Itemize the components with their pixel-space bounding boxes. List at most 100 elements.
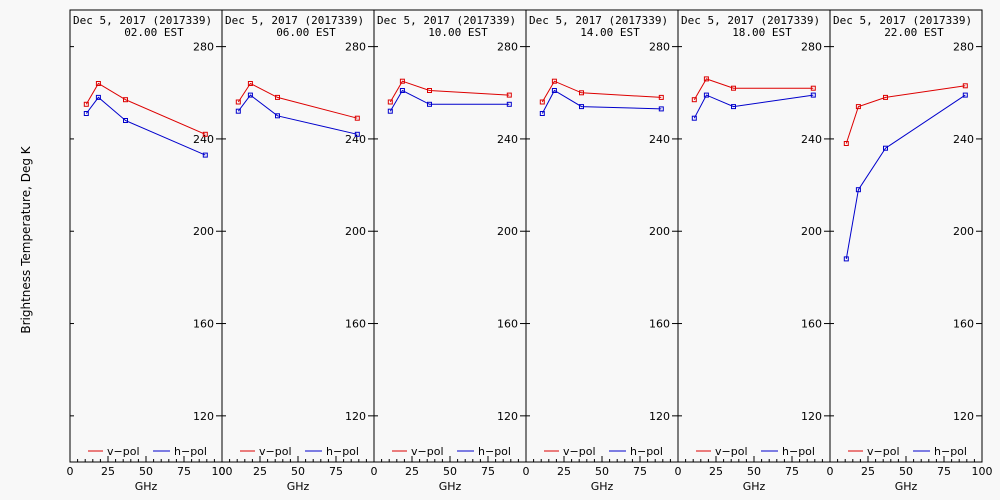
panel-4: Dec 5, 2017 (2017339)14.00 EST 120 160 200 2… [523,9,679,493]
y-tick-label: 120 [345,410,366,423]
x-tick-label: 75 [633,465,647,478]
v-pol-point [235,99,241,105]
x-axis-label: GHz [439,480,462,493]
y-tick-label: 120 [497,410,518,423]
h-pol-point [387,108,393,114]
y-tick-label: 120 [953,410,974,423]
v-pol-point [703,76,709,82]
x-tick-label: 0 [827,465,834,478]
h-pol-line [389,89,510,112]
h-pol-point [123,118,128,123]
h-pol-point [551,88,557,93]
x-tick-label: 50 [747,465,761,478]
panel-title: Dec 5, 2017 (2017339) [833,14,972,27]
panel-subtitle: 02.00 EST [124,26,184,39]
x-tick-label: 0 [523,465,530,478]
legend-v-label: v−pol [563,445,596,458]
h-pol-point [731,104,736,110]
panel-title: Dec 5, 2017 (2017339) [377,14,516,27]
y-tick-label: 120 [193,410,214,423]
x-tick-label: 100 [972,465,993,478]
x-tick-label: 0 [675,465,682,478]
h-pol-point [399,88,405,93]
y-tick-label: 200 [801,225,822,238]
y-tick-label: 240 [953,133,974,146]
x-tick-label: 25 [405,465,419,478]
x-tick-label: 50 [139,465,153,478]
legend-h-label: h−pol [478,445,511,458]
x-tick-label: 50 [291,465,305,478]
x-tick-label: 50 [595,465,609,478]
x-tick-label: 0 [219,465,226,478]
y-tick-label: 280 [345,41,366,54]
panel-subtitle: 18.00 EST [732,26,792,39]
y-tick-label: 120 [649,410,670,423]
y-tick-label: 240 [497,133,518,146]
v-pol-line [237,82,358,119]
v-pol-point [658,94,664,100]
y-tick-label: 120 [801,410,822,423]
h-pol-point [83,111,89,116]
h-pol-line [237,94,358,135]
v-pol-point [539,99,545,105]
y-tick-label: 160 [345,318,366,331]
y-tick-label: 240 [193,133,214,146]
x-tick-label: 100 [212,465,233,478]
panel-subtitle: 06.00 EST [276,26,336,39]
v-pol-point [506,92,512,98]
x-tick-label: 25 [709,465,723,478]
h-pol-point [427,101,432,107]
v-pol-line [845,85,966,144]
v-pol-point [691,97,697,103]
legend-v-label: v−pol [411,445,444,458]
x-tick-label: 75 [937,465,951,478]
x-axis-label: GHz [287,480,310,493]
x-tick-label: 0 [67,465,74,478]
legend-h-label: h−pol [934,445,967,458]
v-pol-line [85,82,206,135]
h-pol-point [247,92,253,98]
panel-title: Dec 5, 2017 (2017339) [529,14,668,27]
v-pol-line [389,80,510,103]
h-pol-point [883,145,888,151]
x-axis-label: GHz [743,480,766,493]
y-tick-label: 160 [953,318,974,331]
v-pol-point [275,94,280,100]
x-axis-label: GHz [591,480,614,493]
y-tick-label: 240 [801,133,822,146]
v-pol-point [551,78,557,84]
y-tick-label: 200 [345,225,366,238]
v-pol-line [541,80,662,103]
panel-title: Dec 5, 2017 (2017339) [73,14,212,27]
h-pol-point [95,94,101,100]
legend-v-label: v−pol [107,445,140,458]
x-tick-label: 0 [371,465,378,478]
h-pol-point [579,104,584,110]
panel-title: Dec 5, 2017 (2017339) [225,14,364,27]
h-pol-line [693,94,814,119]
h-pol-line [85,96,206,156]
h-pol-point [202,152,208,158]
v-pol-point [579,90,584,96]
legend-h-label: h−pol [174,445,207,458]
legend-v-label: v−pol [259,445,292,458]
legend-h-label: h−pol [326,445,359,458]
x-tick-label: 75 [329,465,343,478]
panel-2: Dec 5, 2017 (2017339)06.00 EST 120 160 200 2… [219,9,375,493]
x-tick-label: 75 [177,465,191,478]
h-pol-point [855,187,861,193]
x-tick-label: 75 [481,465,495,478]
panels: Dec 5, 2017 (2017339)02.00 EST1201602002… [67,9,993,493]
v-pol-point [962,83,968,89]
v-pol-point [202,131,208,137]
panel-subtitle: 22.00 EST [884,26,944,39]
v-pol-line [693,78,814,100]
v-pol-point [95,81,101,86]
h-pol-line [845,94,966,259]
panel-6: Dec 5, 2017 (2017339)22.00 EST 120 160 200 2… [827,9,993,493]
h-pol-point [658,106,664,112]
x-axis-label: GHz [895,480,918,493]
y-tick-label: 280 [193,41,214,54]
panel-1: Dec 5, 2017 (2017339)02.00 EST 120 160 200 2… [67,9,233,493]
